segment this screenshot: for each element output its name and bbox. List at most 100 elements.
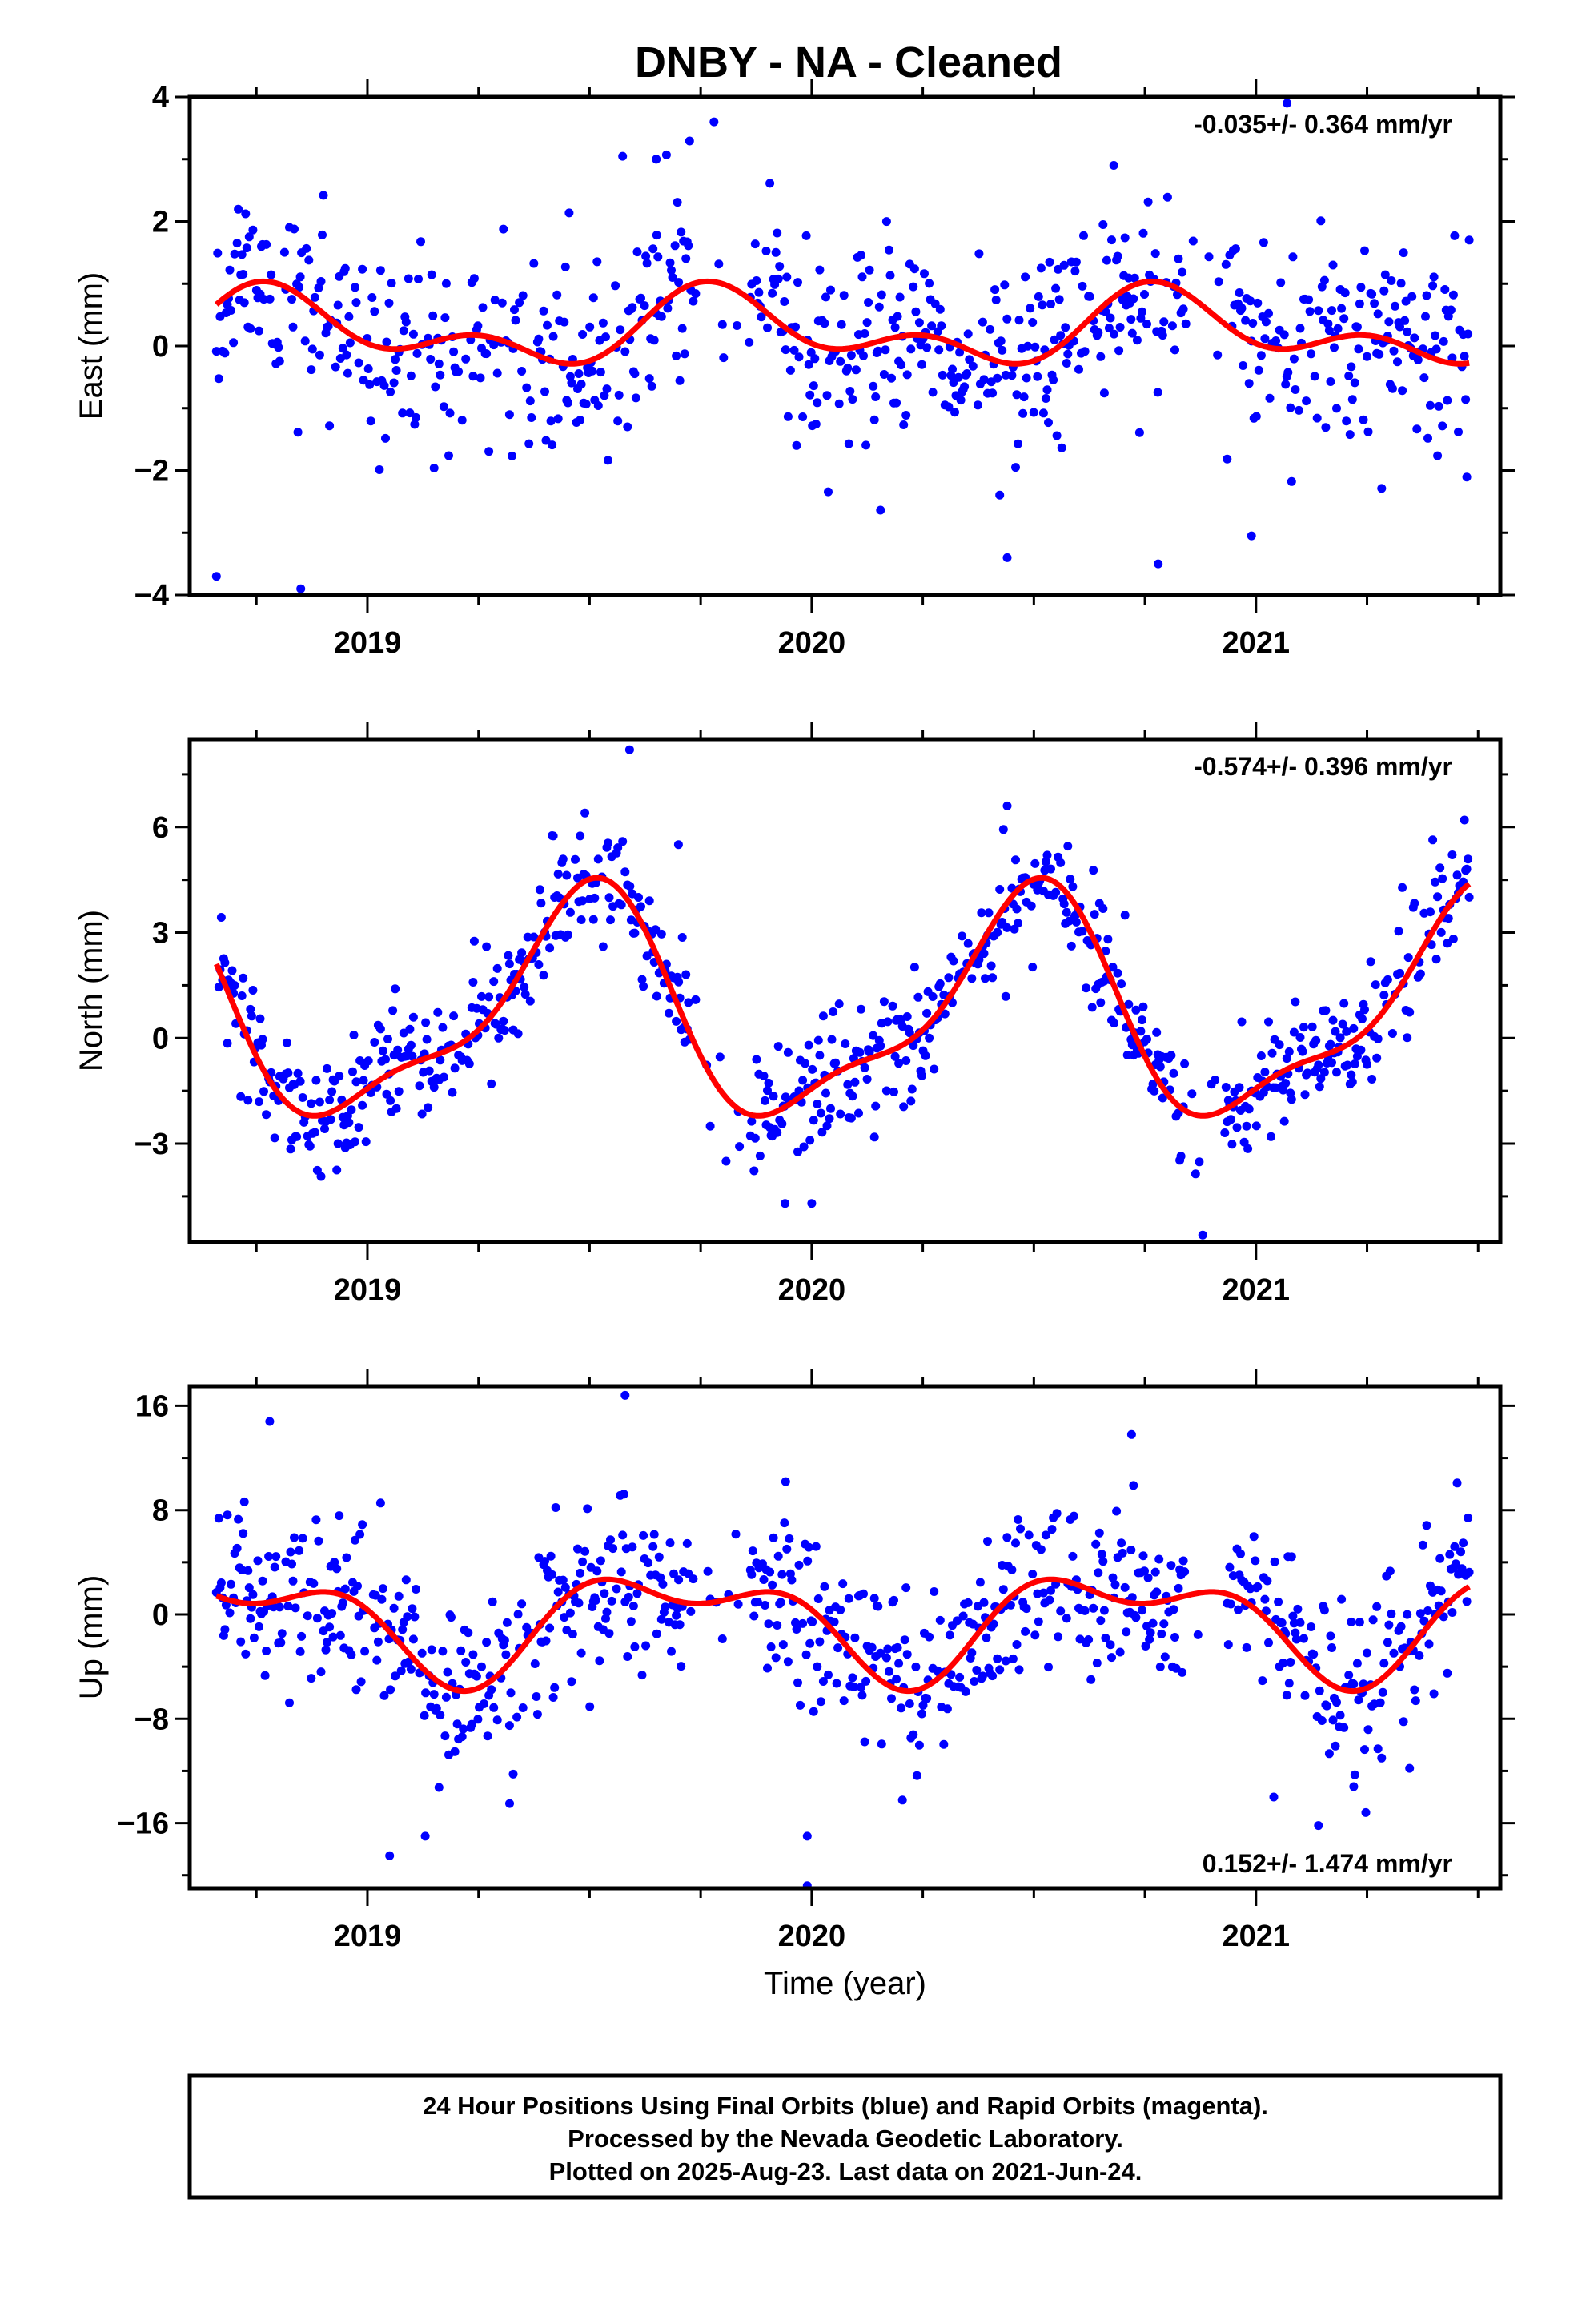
east-y-tick-label: 4 bbox=[152, 81, 169, 115]
east-data-point bbox=[412, 348, 422, 358]
up-data-point bbox=[618, 1530, 628, 1540]
north-data-point bbox=[1002, 801, 1012, 810]
east-data-point bbox=[1289, 354, 1299, 364]
north-data-point bbox=[665, 1008, 673, 1018]
north-data-point bbox=[298, 1093, 307, 1102]
up-data-point bbox=[1166, 1561, 1176, 1570]
east-data-point bbox=[518, 291, 528, 300]
up-data-point bbox=[443, 1667, 452, 1677]
north-data-point bbox=[363, 1056, 373, 1066]
up-data-point bbox=[1154, 1554, 1164, 1564]
north-data-point bbox=[310, 1128, 319, 1137]
east-data-point bbox=[815, 265, 825, 275]
up-data-point bbox=[785, 1534, 794, 1543]
north-data-point bbox=[351, 1137, 359, 1147]
east-data-point bbox=[248, 225, 258, 235]
north-data-point bbox=[1363, 1059, 1371, 1069]
north-data-point bbox=[963, 939, 973, 948]
up-data-point bbox=[783, 1657, 793, 1667]
north-data-point bbox=[1169, 1068, 1178, 1078]
east-data-point bbox=[1305, 307, 1315, 316]
east-data-point bbox=[1204, 252, 1214, 262]
up-data-point bbox=[654, 1552, 664, 1562]
north-data-point bbox=[1295, 1033, 1305, 1042]
east-data-point bbox=[408, 329, 418, 339]
east-data-point bbox=[436, 370, 445, 380]
up-data-point bbox=[1456, 1547, 1465, 1557]
east-data-point bbox=[1130, 273, 1139, 283]
north-data-point bbox=[504, 959, 514, 969]
north-data-point bbox=[316, 1172, 326, 1181]
up-data-point bbox=[585, 1702, 595, 1711]
north-data-point bbox=[869, 1132, 879, 1142]
up-data-point bbox=[781, 1477, 790, 1486]
north-data-point bbox=[818, 1011, 828, 1021]
east-data-point bbox=[623, 422, 632, 432]
up-data-point bbox=[773, 1621, 782, 1630]
east-data-point bbox=[1094, 328, 1103, 337]
up-data-point bbox=[641, 1641, 651, 1651]
up-data-point bbox=[824, 1670, 833, 1679]
up-data-point bbox=[1332, 1698, 1341, 1707]
east-data-point bbox=[527, 413, 536, 422]
east-data-point bbox=[1367, 289, 1377, 299]
north-data-point bbox=[764, 1078, 773, 1088]
east-data-point bbox=[293, 428, 303, 437]
up-data-point bbox=[568, 1630, 577, 1639]
east-data-point bbox=[893, 312, 902, 321]
east-data-point bbox=[504, 410, 514, 420]
north-data-point bbox=[1260, 1068, 1270, 1077]
east-data-point bbox=[375, 266, 385, 275]
east-data-point bbox=[960, 382, 970, 392]
east-data-point bbox=[1287, 476, 1296, 486]
north-data-point bbox=[1096, 998, 1106, 1007]
up-data-point bbox=[472, 1671, 481, 1681]
up-data-point bbox=[833, 1643, 843, 1653]
east-data-point bbox=[1460, 352, 1469, 361]
north-data-point bbox=[1001, 991, 1010, 1001]
north-data-point bbox=[239, 973, 248, 983]
up-data-point bbox=[1375, 1698, 1385, 1707]
up-data-point bbox=[377, 1594, 387, 1604]
east-data-point bbox=[304, 255, 314, 265]
east-data-point bbox=[861, 440, 871, 450]
north-data-point bbox=[405, 1024, 415, 1034]
north-data-point bbox=[1371, 980, 1380, 990]
footer-line-1: 24 Hour Positions Using Final Orbits (bl… bbox=[423, 2092, 1268, 2120]
east-data-point bbox=[370, 307, 379, 316]
north-data-point bbox=[752, 1055, 761, 1064]
north-data-point bbox=[1239, 1137, 1249, 1147]
east-data-point bbox=[1410, 333, 1419, 343]
east-data-point bbox=[618, 151, 628, 161]
north-x-tick-label: 2021 bbox=[1223, 1273, 1291, 1307]
east-data-point bbox=[1056, 331, 1066, 340]
east-data-point bbox=[843, 364, 853, 372]
up-data-point bbox=[1242, 1642, 1251, 1652]
east-data-point bbox=[404, 274, 413, 283]
north-data-point bbox=[236, 1092, 246, 1101]
up-data-point bbox=[1387, 1609, 1396, 1618]
up-data-point bbox=[1322, 1701, 1331, 1711]
east-data-point bbox=[1138, 307, 1146, 316]
up-data-point bbox=[434, 1783, 444, 1792]
north-data-point bbox=[755, 1151, 765, 1160]
north-data-point bbox=[1108, 963, 1118, 972]
up-data-point bbox=[328, 1632, 338, 1642]
up-data-point bbox=[1101, 1634, 1110, 1642]
east-data-point bbox=[1355, 299, 1364, 308]
up-data-point bbox=[391, 1671, 400, 1681]
up-data-point bbox=[703, 1566, 713, 1576]
east-data-point bbox=[956, 396, 966, 405]
north-data-point bbox=[315, 1097, 324, 1107]
up-data-point bbox=[1260, 1594, 1270, 1604]
up-data-point bbox=[312, 1614, 322, 1623]
east-data-point bbox=[1114, 346, 1124, 356]
up-data-point bbox=[276, 1638, 286, 1647]
north-data-point bbox=[848, 1092, 857, 1101]
north-data-point bbox=[1176, 1152, 1186, 1161]
up-data-point bbox=[857, 1691, 867, 1700]
up-data-point bbox=[412, 1585, 420, 1594]
east-data-point bbox=[871, 392, 881, 401]
up-data-point bbox=[1140, 1566, 1149, 1576]
north-data-point bbox=[1431, 877, 1440, 887]
